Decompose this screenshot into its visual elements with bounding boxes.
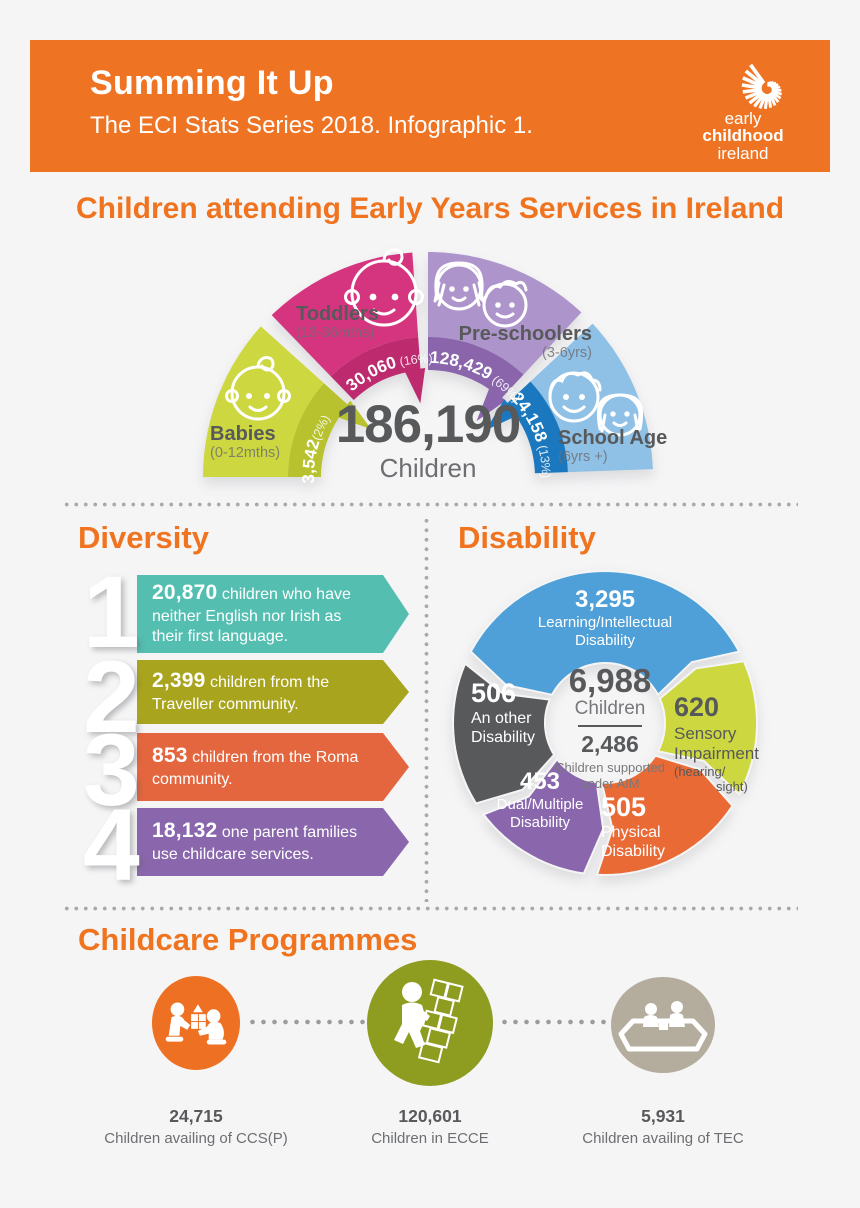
gauge-total: 186,190 Children xyxy=(308,398,548,484)
disability-label-learning: 3,295 Learning/Intellectual Disability xyxy=(537,586,673,649)
gauge-label-babies: Babies (0-12mths) xyxy=(210,423,281,462)
tec-circle xyxy=(611,977,715,1073)
dotted-separator-top xyxy=(62,502,798,507)
aim-value: 2,486 xyxy=(581,731,639,757)
diversity-arrow-roma: 853 children from the Roma community. xyxy=(137,733,409,801)
baby-face-icon xyxy=(225,356,291,421)
eci-spiral-logo-icon xyxy=(741,63,783,110)
ecce-circle xyxy=(367,960,493,1086)
diversity-numeral-3: 3 xyxy=(83,713,140,827)
total-children-value: 186,190 xyxy=(335,395,522,454)
logo-line-childhood: childhood xyxy=(702,126,784,146)
gauge-label-school-age: School Age (6yrs +) xyxy=(558,427,668,466)
total-children-caption: Children xyxy=(379,453,477,483)
disability-segment-dual-multiple-disability xyxy=(481,757,605,875)
tec-stat: 5,931 Children availing of TEC xyxy=(582,1106,744,1147)
eci-logo: early childhood ireland xyxy=(688,54,798,166)
childcare-heading: Childcare Programmes xyxy=(78,922,418,957)
connector-dots-1 xyxy=(247,1019,365,1025)
diversity-numeral-2: 2 xyxy=(83,640,140,754)
page-subtitle: The ECI Stats Series 2018. Infographic 1… xyxy=(90,112,533,139)
toddler-face-icon xyxy=(344,248,424,327)
diversity-numeral-4: 4 xyxy=(83,788,140,902)
disability-ring-chart xyxy=(451,569,759,877)
diversity-arrow-one-parent: 18,132 one parent families use childcare… xyxy=(137,808,409,876)
disability-label-other: 506 An other Disability xyxy=(471,678,536,746)
center-divider xyxy=(578,725,642,727)
disability-total-value: 6,988 xyxy=(568,662,652,699)
header-banner: Summing It Up The ECI Stats Series 2018.… xyxy=(30,40,830,172)
disability-label-dual: 453 Dual/Multiple Disability xyxy=(496,768,584,831)
connector-dots-2 xyxy=(499,1019,609,1025)
logo-line-ireland: ireland xyxy=(717,143,769,163)
hero-section-title: Children attending Early Years Services … xyxy=(75,192,785,225)
gauge-segment-babies xyxy=(203,326,372,477)
disability-label-sensory: 620 Sensory Impairment (hearing/ sight) xyxy=(674,692,760,795)
disability-segment-sensory-impairment-hearing-sig xyxy=(656,660,759,797)
diversity-heading: Diversity xyxy=(78,520,209,555)
disability-segment-learning-intellectual-disabili xyxy=(469,569,741,697)
blocks-play-icon xyxy=(165,1002,227,1045)
diversity-arrow-traveller: 2,399 children from the Traveller commun… xyxy=(137,660,409,724)
dotted-separator-vertical xyxy=(424,516,429,902)
diversity-numeral-1: 1 xyxy=(83,555,140,669)
gauge-notch xyxy=(485,399,518,431)
ccsp-circle xyxy=(152,976,240,1070)
gauge-notch xyxy=(476,387,506,422)
disability-segment-physical-disability xyxy=(595,754,734,877)
school-age-faces-icon xyxy=(548,371,644,437)
gauge-label-preschoolers: Pre-schoolers (3-6yrs) xyxy=(458,323,592,362)
dotted-separator-bottom xyxy=(62,906,798,911)
gauge-notch xyxy=(404,368,426,404)
ecce-stat: 120,601 Children in ECCE xyxy=(371,1106,489,1147)
hopscotch-icon xyxy=(394,978,464,1064)
disability-segment-an-other-disability xyxy=(451,661,556,805)
gauge-segment-pre-schoolers xyxy=(428,252,582,422)
sandbox-icon xyxy=(618,1001,708,1052)
disability-heading: Disability xyxy=(458,520,596,555)
logo-line-early: early xyxy=(724,109,762,128)
gauge-notch xyxy=(337,400,372,430)
page-title: Summing It Up xyxy=(90,64,334,102)
age-groups-gauge-chart: 3,542(2%)30,060 (16%)128,429 (69%)24,158… xyxy=(203,248,653,484)
gauge-label-toddlers: Toddlers (13-36mths) xyxy=(296,303,379,342)
ccsp-stat: 24,715 Children availing of CCS(P) xyxy=(104,1106,288,1147)
gauge-segment-toddlers xyxy=(271,252,426,404)
diversity-arrow-language: 20,870 children who have neither English… xyxy=(137,575,409,653)
disability-label-physical: 505 Physical Disability xyxy=(601,792,666,860)
preschoolers-faces-icon xyxy=(433,261,528,328)
eci-logo-text: early childhood ireland xyxy=(688,110,798,162)
disability-center-stats: 6,988 Children 2,486 Children supported … xyxy=(525,664,695,793)
